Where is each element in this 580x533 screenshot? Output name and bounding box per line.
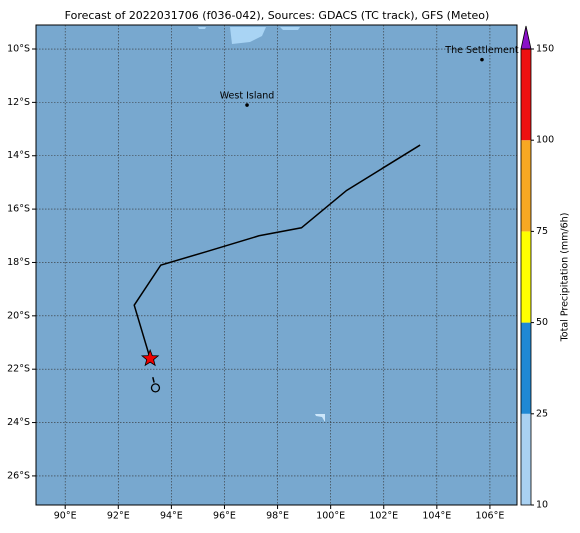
colorbar-tick-label: 150 — [536, 44, 554, 55]
current-position — [140, 348, 160, 367]
colorbar-tick-label: 100 — [536, 135, 554, 146]
place-label: West Island — [220, 91, 275, 102]
land-patch — [315, 414, 325, 422]
colorbar-label: Total Precipitation (mm/6h) — [560, 213, 571, 343]
map-frame — [35, 24, 518, 506]
y-tick-label: 26°S — [7, 470, 30, 481]
x-tick-label: 90°E — [54, 511, 77, 522]
colorbar-extend — [520, 25, 532, 50]
y-tick-label: 10°S — [7, 44, 30, 55]
y-tick-label: 24°S — [7, 417, 30, 428]
land-patch — [280, 27, 300, 30]
x-tick-label: 92°E — [107, 511, 130, 522]
sea — [36, 25, 517, 505]
x-tick-label: 102°E — [369, 511, 398, 522]
title: Forecast of 2022031706 (f036-042), Sourc… — [65, 9, 490, 22]
x-tick-label: 104°E — [422, 511, 451, 522]
place-dot — [245, 103, 249, 107]
place-label: The Settlement — [444, 45, 519, 56]
x-tick-label: 98°E — [266, 511, 289, 522]
colorbar-tick-label: 10 — [536, 500, 548, 511]
y-tick-label: 18°S — [7, 257, 30, 268]
colorbar-tick-label: 75 — [536, 226, 548, 237]
colorbar-frame — [520, 48, 532, 506]
colorbar-band — [521, 413, 531, 505]
x-tick-label: 106°E — [475, 511, 504, 522]
land-patch — [230, 27, 266, 44]
colorbar-band — [521, 49, 531, 141]
x-tick-label: 96°E — [213, 511, 236, 522]
forecast-position — [150, 383, 161, 393]
y-tick-label: 22°S — [7, 364, 30, 375]
x-tick-label: 100°E — [316, 511, 345, 522]
colorbar-band — [521, 231, 531, 323]
land-patch — [198, 27, 206, 29]
y-tick-label: 12°S — [7, 97, 30, 108]
y-tick-label: 16°S — [7, 204, 30, 215]
y-tick-label: 20°S — [7, 310, 30, 321]
colorbar-tick-label: 25 — [536, 408, 548, 419]
colorbar-band — [521, 140, 531, 232]
x-tick-label: 94°E — [160, 511, 183, 522]
colorbar-tick-label: 50 — [536, 317, 548, 328]
place-dot — [480, 57, 484, 62]
colorbar-band — [521, 322, 531, 414]
storm-track — [133, 144, 421, 383]
y-tick-label: 14°S — [7, 150, 30, 161]
